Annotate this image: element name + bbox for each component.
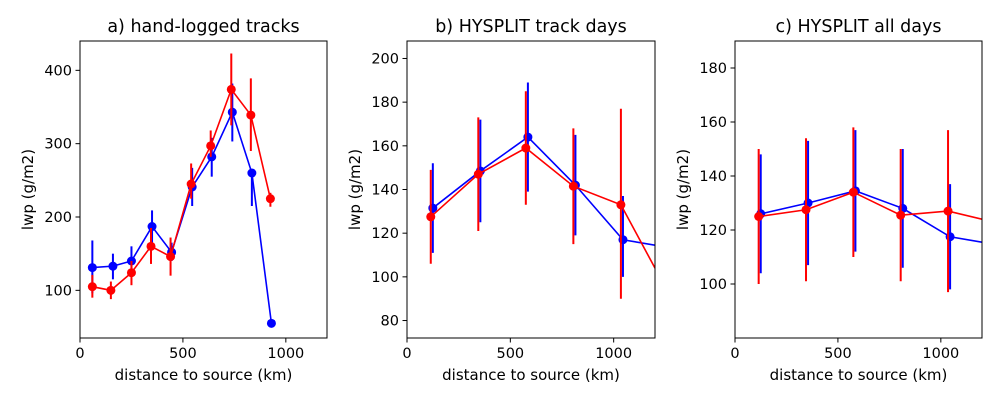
series-line-red [758, 191, 982, 220]
data-point-red [426, 212, 436, 222]
data-point-blue [523, 132, 533, 142]
x-tick-label: 0 [730, 346, 739, 362]
chart-title: a) hand-logged tracks [107, 17, 299, 37]
chart-panel-2: 0 500 1000 80 100 120 140 160 180 200 b) HYSPLIT t… [346, 17, 656, 384]
x-tick-label: 500 [496, 346, 524, 362]
data-point-red [568, 181, 578, 191]
data-point-red [848, 187, 858, 197]
x-tick-label: 1000 [267, 346, 304, 362]
y-tick-label: 200 [371, 51, 399, 67]
data-point-red [166, 252, 176, 262]
data-point-red [754, 212, 764, 221]
y-tick-label: 120 [699, 223, 727, 239]
data-point-red [896, 210, 906, 220]
plot-area [754, 127, 982, 293]
data-point-blue [227, 107, 237, 117]
data-point-red [186, 179, 196, 189]
x-tick-label: 0 [402, 346, 411, 362]
data-point-red [246, 110, 256, 120]
axes-frame [79, 40, 328, 339]
data-point-red [473, 169, 483, 179]
y-tick-label: 160 [371, 139, 399, 155]
data-point-blue [207, 152, 217, 162]
data-point-blue [247, 168, 257, 178]
series-line-blue [432, 136, 655, 246]
data-point-blue [266, 318, 276, 328]
y-tick-label: 200 [44, 210, 72, 226]
data-point-red [206, 141, 216, 151]
y-tick-label: 140 [371, 183, 399, 199]
y-axis-label: lwp (g/m2) [674, 149, 692, 230]
y-axis-label: lwp (g/m2) [346, 149, 364, 230]
x-axis-label: distance to source (km) [442, 366, 620, 384]
data-point-blue [87, 263, 97, 273]
x-tick-label: 500 [169, 346, 197, 362]
x-axis-label: distance to source (km) [115, 366, 293, 384]
x-tick-label: 500 [824, 346, 852, 362]
data-point-red [106, 285, 116, 295]
data-point-red [521, 143, 531, 153]
y-tick-label: 400 [44, 63, 72, 79]
chart-title: c) HYSPLIT all days [775, 17, 941, 37]
y-tick-label: 300 [44, 137, 72, 153]
x-tick-label: 1000 [922, 346, 959, 362]
axes-frame [406, 40, 656, 339]
series-line-blue [760, 190, 982, 243]
data-point-red [616, 200, 626, 210]
series-line-red [430, 147, 655, 269]
axes-frame [734, 40, 983, 339]
y-tick-label: 80 [381, 314, 399, 330]
y-tick-label: 100 [699, 277, 727, 293]
chart-panel-1: 0 500 1000 100 200 300 400 a) hand-logged track… [19, 17, 328, 384]
x-tick-label: 0 [75, 346, 84, 362]
data-point-red [943, 206, 953, 216]
data-point-blue [618, 235, 628, 245]
data-point-blue [108, 261, 118, 271]
chart-panel-3: 0 500 1000 100 120 140 160 180 c) HYSPLIT all da… [674, 17, 983, 384]
y-tick-label: 180 [699, 61, 727, 77]
y-tick-label: 120 [371, 226, 399, 242]
chart-title: b) HYSPLIT track days [435, 17, 627, 37]
data-point-red [265, 194, 275, 204]
plot-area [426, 82, 655, 299]
y-tick-label: 100 [44, 283, 72, 299]
y-tick-label: 100 [371, 270, 399, 286]
data-point-red [126, 268, 136, 278]
data-point-blue [945, 232, 955, 242]
plot-area [87, 53, 276, 328]
y-tick-label: 160 [699, 115, 727, 131]
data-point-red [801, 205, 811, 215]
y-tick-label: 140 [699, 169, 727, 185]
x-axis-label: distance to source (km) [770, 366, 948, 384]
data-point-blue [147, 222, 157, 232]
y-tick-label: 180 [371, 95, 399, 111]
x-tick-label: 1000 [595, 346, 632, 362]
y-axis-label: lwp (g/m2) [19, 149, 37, 230]
data-point-red [146, 241, 156, 251]
series-line-red [92, 87, 272, 292]
data-point-red [226, 84, 236, 94]
data-point-red [87, 282, 97, 292]
